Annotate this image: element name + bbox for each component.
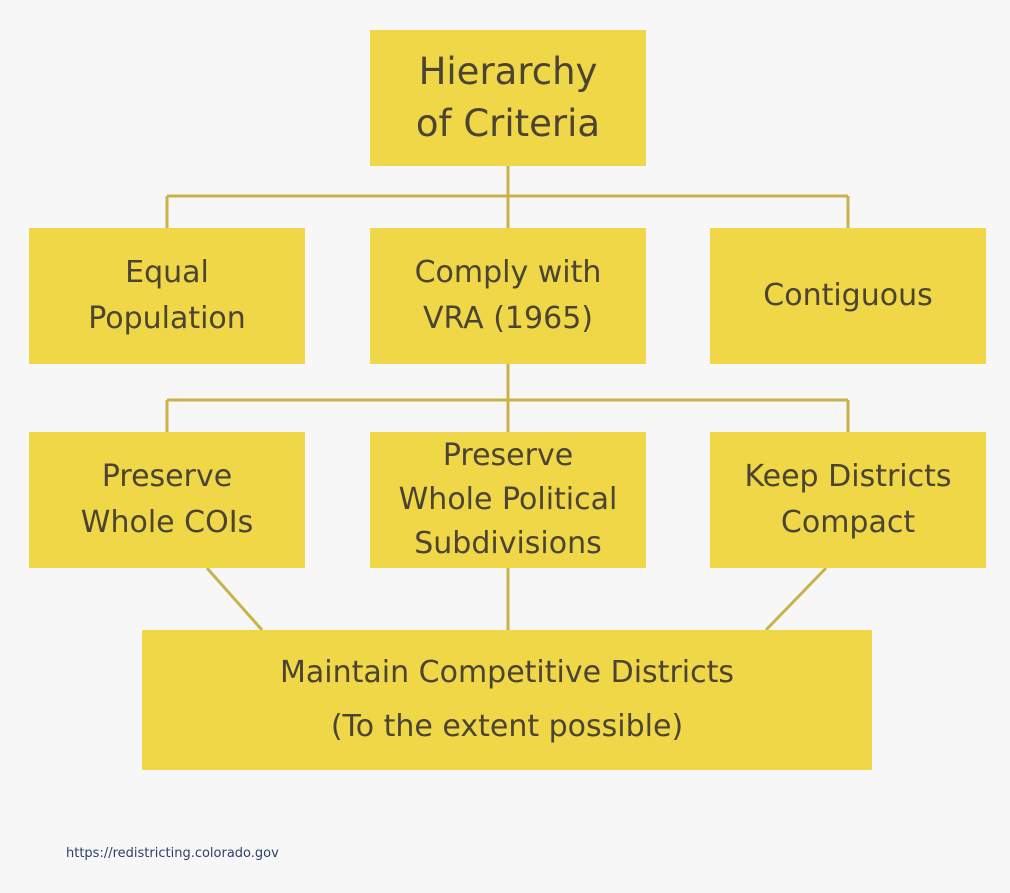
node-contiguous: Contiguous	[710, 228, 986, 364]
node-maintain-competitive-districts: Maintain Competitive Districts (To the e…	[142, 630, 872, 770]
node-comply-with-vra: Comply with VRA (1965)	[370, 228, 646, 364]
source-url: https://redistricting.colorado.gov	[66, 846, 279, 861]
node-preserve-whole-cois: Preserve Whole COIs	[29, 432, 305, 568]
node-hierarchy-of-criteria: Hierarchy of Criteria	[370, 30, 646, 166]
edge-compact-competitive	[764, 566, 828, 632]
edge-cois-competitive	[205, 567, 264, 631]
node-equal-population: Equal Population	[29, 228, 305, 364]
node-keep-districts-compact: Keep Districts Compact	[710, 432, 986, 568]
node-preserve-political-subdivisions: Preserve Whole Political Subdivisions	[370, 432, 646, 568]
